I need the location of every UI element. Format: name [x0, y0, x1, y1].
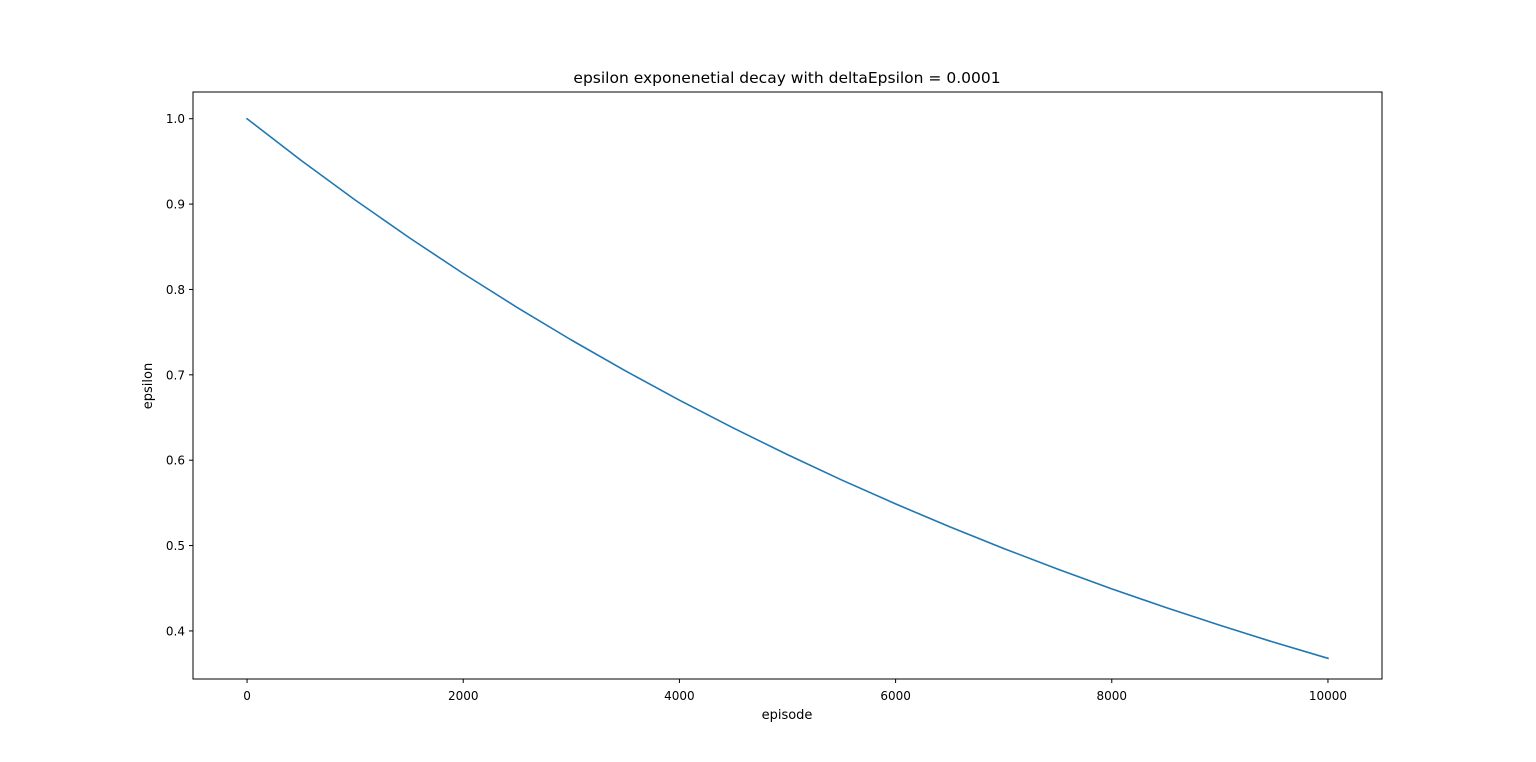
axes-frame	[192, 91, 1383, 680]
x-axis-label: episode	[762, 708, 813, 723]
y-axis: 0.4 0.5 0.6 0.7 0.8 0.9 1.0	[166, 112, 193, 638]
y-tick-label: 0.4	[166, 624, 185, 638]
x-tick-label: 6000	[880, 689, 911, 703]
x-tick-label: 2000	[448, 689, 479, 703]
plot-area	[245, 117, 1329, 660]
y-tick-label: 0.9	[166, 198, 185, 212]
x-tick-label: 8000	[1096, 689, 1127, 703]
chart-title: epsilon exponenetial decay with deltaEps…	[573, 69, 1000, 87]
x-tick-label: 4000	[664, 689, 695, 703]
y-tick-label: 0.8	[166, 283, 185, 297]
series-line-0	[245, 117, 1329, 660]
x-tick-label: 0	[243, 689, 251, 703]
y-tick-label: 1.0	[166, 112, 185, 126]
y-tick-label: 0.7	[166, 368, 185, 382]
x-tick-label: 10000	[1309, 689, 1347, 703]
y-axis-label: epsilon	[141, 363, 156, 409]
x-axis: 0 2000 4000 6000 8000 10000	[243, 679, 1347, 703]
y-tick-label: 0.6	[166, 454, 185, 468]
y-tick-label: 0.5	[166, 539, 185, 553]
